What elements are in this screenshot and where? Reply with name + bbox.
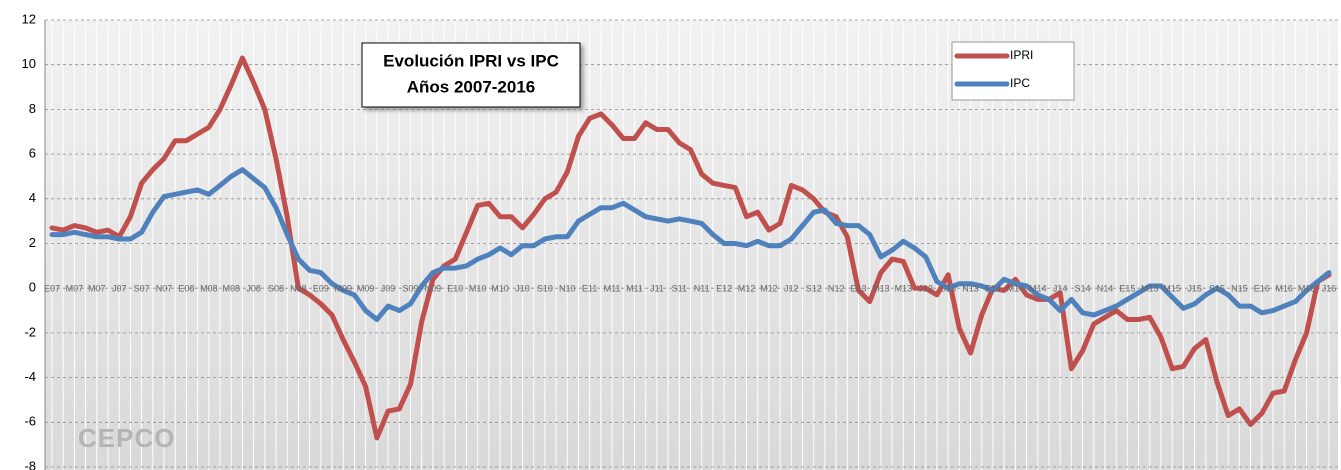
y-tick-label: 0 — [29, 280, 36, 295]
x-tick-label: N09 — [425, 284, 442, 294]
x-tick-label: M11 — [604, 284, 621, 294]
logo: CEPCO — [78, 423, 175, 453]
x-tick-label: S14 — [1075, 284, 1091, 294]
x-tick-label: M09 — [357, 284, 375, 294]
legend-frame — [951, 41, 1075, 101]
x-tick-label: S10 — [537, 284, 553, 294]
x-tick-label: S07 — [134, 284, 150, 294]
x-tick-label: E08 — [178, 284, 194, 294]
x-tick-label: S09 — [402, 284, 418, 294]
y-tick-label: 2 — [29, 235, 36, 250]
x-tick-label: S13 — [940, 284, 956, 294]
x-tick-label: M14 — [1007, 284, 1025, 294]
x-tick-label: M12 — [760, 284, 778, 294]
x-tick-label: M14 — [1029, 284, 1047, 294]
x-tick-label: J10 — [515, 284, 530, 294]
x-tick-label: S11 — [672, 284, 687, 294]
title-box: Evolución IPRI vs IPC Años 2007-2016 — [361, 42, 581, 108]
legend: IPRI IPC — [951, 41, 1075, 101]
x-tick-label: M15 — [1141, 284, 1159, 294]
y-tick-label: 4 — [29, 190, 36, 205]
x-tick-label: J14 — [1053, 284, 1068, 294]
x-tick-label: M12 — [738, 284, 756, 294]
x-tick-label: M15 — [1163, 284, 1181, 294]
x-tick-label: E07 — [44, 284, 60, 294]
x-tick-label: N10 — [559, 284, 576, 294]
y-tick-label: 12 — [22, 11, 36, 26]
y-tick-label: 8 — [29, 101, 36, 116]
x-tick-label: E11 — [582, 284, 597, 294]
x-tick-label: E10 — [447, 284, 463, 294]
y-tick-label: 10 — [22, 56, 36, 71]
x-tick-label: E14 — [985, 284, 1001, 294]
x-tick-label: J16 — [1322, 284, 1337, 294]
x-tick-label: M10 — [491, 284, 509, 294]
x-tick-label: M08 — [222, 284, 240, 294]
title-frame — [361, 42, 581, 108]
x-tick-label: J11 — [650, 284, 664, 294]
x-tick-label: J15 — [1187, 284, 1202, 294]
x-tick-label: M16 — [1275, 284, 1293, 294]
y-tick-label: -8 — [24, 458, 36, 470]
x-tick-label: J09 — [381, 284, 396, 294]
x-tick-label: M07 — [66, 284, 84, 294]
plot-area — [45, 20, 1338, 470]
series-line — [49, 167, 1332, 322]
x-tick-label: N15 — [1231, 284, 1248, 294]
x-tick-label: M11 — [626, 284, 643, 294]
x-tick-label: E16 — [1254, 284, 1270, 294]
x-tick-label: E12 — [716, 284, 732, 294]
y-tick-label: 6 — [29, 146, 36, 161]
legend-label: IPRI — [1010, 48, 1033, 62]
x-tick-label: N11 — [694, 284, 710, 294]
x-tick-label: N07 — [156, 284, 173, 294]
y-tick-label: -2 — [24, 324, 36, 339]
x-tick-label: N12 — [828, 284, 845, 294]
x-tick-label: M08 — [200, 284, 218, 294]
x-tick-label: S12 — [806, 284, 822, 294]
x-tick-label: M16 — [1298, 284, 1316, 294]
x-tick-label: M10 — [469, 284, 487, 294]
y-tick-label: -6 — [24, 414, 36, 429]
x-tick-label: J08 — [246, 284, 261, 294]
x-tick-label: E15 — [1119, 284, 1135, 294]
x-tick-label: N08 — [290, 284, 307, 294]
x-tick-label: N13 — [962, 284, 979, 294]
x-tick-label: M13 — [872, 284, 890, 294]
x-tick-label: E09 — [313, 284, 329, 294]
chart-title: Evolución IPRI vs IPC — [383, 51, 559, 70]
x-tick-label: M09 — [334, 284, 352, 294]
x-tick-label: J07 — [112, 284, 127, 294]
x-tick-label: S15 — [1209, 284, 1225, 294]
x-tick-label: J13 — [918, 284, 933, 294]
x-tick-label: N14 — [1097, 284, 1114, 294]
x-tick-label: M13 — [895, 284, 913, 294]
y-tick-label: -4 — [24, 369, 36, 384]
x-tick-label: S08 — [268, 284, 284, 294]
x-tick-label: M07 — [88, 284, 106, 294]
series-line — [49, 55, 1332, 441]
x-tick-label: J12 — [784, 284, 799, 294]
x-tick-label: E13 — [851, 284, 867, 294]
chart-subtitle: Años 2007-2016 — [407, 77, 536, 96]
legend-label: IPC — [1010, 76, 1030, 90]
